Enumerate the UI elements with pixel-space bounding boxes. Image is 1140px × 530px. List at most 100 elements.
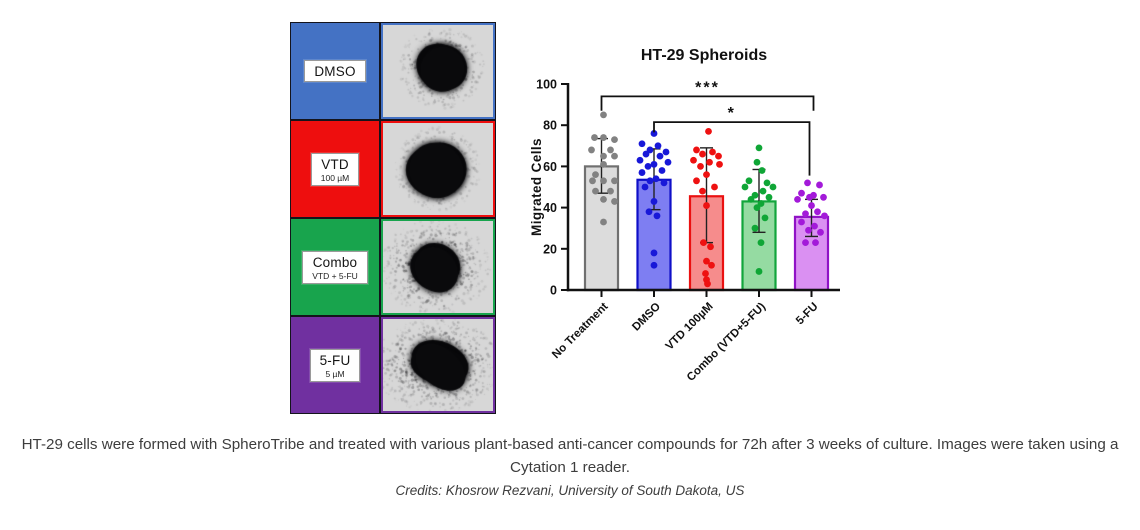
data-point — [802, 210, 809, 218]
x-axis-label: No Treatment — [550, 301, 611, 362]
treatment-label-box: DMSO — [304, 60, 366, 82]
data-point — [806, 193, 813, 201]
treatment-dose: VTD + 5-FU — [312, 270, 358, 281]
data-point — [755, 144, 763, 152]
data-point — [798, 218, 805, 226]
spheroid-image-combo — [380, 218, 496, 316]
treatment-name: 5-FU — [319, 352, 351, 368]
data-point — [753, 158, 761, 166]
treatment-label-box: 5-FU 5 µM — [309, 348, 361, 382]
svg-text:20: 20 — [543, 242, 557, 256]
data-point — [644, 163, 652, 170]
data-point — [664, 158, 672, 166]
data-point — [747, 195, 755, 203]
treatment-label-cell: Combo VTD + 5-FU — [290, 218, 380, 316]
data-point — [702, 270, 709, 277]
data-point — [611, 136, 618, 144]
treatment-image-panel: DMSO VTD 100 µM Combo — [290, 22, 496, 414]
spheroid-photo — [383, 123, 493, 215]
treatment-name: DMSO — [314, 64, 356, 79]
data-point — [716, 160, 723, 168]
data-point — [751, 224, 759, 232]
data-point — [658, 167, 666, 174]
treatment-dose: 100 µM — [320, 172, 350, 183]
data-point — [812, 239, 819, 247]
data-point — [821, 212, 828, 220]
data-point — [611, 152, 618, 160]
data-point — [820, 193, 827, 201]
data-point — [650, 130, 658, 137]
data-point — [600, 177, 607, 185]
data-point — [600, 160, 607, 168]
svg-text:0: 0 — [550, 284, 557, 298]
data-point — [592, 171, 599, 179]
data-point — [805, 226, 812, 234]
data-point — [654, 142, 662, 150]
data-point — [707, 243, 714, 251]
significance-stars: *** — [695, 79, 720, 96]
data-point — [646, 177, 654, 185]
data-point — [641, 183, 649, 191]
spheroid-image-frame — [381, 317, 495, 413]
chart-title: HT-29 Spheroids — [641, 47, 767, 64]
data-point — [650, 160, 658, 168]
caption-area: HT-29 cells were formed with SpheroTribe… — [0, 433, 1140, 498]
data-point — [638, 169, 646, 176]
spheroid-image-frame — [381, 121, 495, 217]
data-point — [704, 280, 711, 288]
data-point — [592, 187, 599, 195]
data-point — [703, 202, 710, 209]
data-point — [711, 183, 718, 191]
data-point — [662, 148, 670, 156]
spheroid-image-frame — [381, 23, 495, 119]
data-point — [642, 150, 650, 158]
data-point — [607, 146, 614, 154]
spheroid-photo — [383, 221, 493, 313]
treatment-label-box: Combo VTD + 5-FU — [302, 250, 368, 284]
y-axis-label: Migrated Cells — [529, 138, 544, 236]
data-point — [759, 187, 767, 195]
data-point — [769, 183, 777, 191]
data-point — [656, 152, 664, 160]
data-point — [600, 152, 607, 160]
data-point — [693, 146, 700, 154]
data-point — [758, 167, 766, 174]
data-point — [690, 156, 697, 164]
treatment-label-box: VTD 100 µM — [310, 152, 360, 186]
data-point — [700, 239, 707, 247]
data-point — [745, 177, 753, 185]
data-point — [705, 127, 712, 135]
data-point — [660, 179, 668, 187]
data-point — [645, 208, 653, 216]
treatment-name: VTD — [321, 156, 349, 172]
data-point — [802, 239, 809, 247]
significance-bracket — [600, 95, 815, 111]
data-point — [650, 198, 658, 205]
data-point — [811, 222, 818, 230]
data-point — [591, 134, 598, 141]
spheroid-image-vtd — [380, 120, 496, 218]
data-point — [600, 195, 607, 203]
x-axis-label: VTD 100µM — [664, 301, 716, 353]
x-axis-label: DMSO — [630, 301, 663, 334]
data-point — [589, 177, 596, 185]
significance-stars: * — [728, 105, 736, 122]
data-point — [715, 152, 722, 160]
data-point — [814, 208, 821, 216]
data-point — [794, 195, 801, 203]
data-point — [808, 202, 815, 209]
data-point — [708, 261, 715, 269]
spheroid-photo — [383, 319, 493, 411]
data-point — [697, 163, 704, 170]
data-point — [753, 204, 761, 212]
data-point — [706, 158, 713, 166]
data-point — [741, 183, 749, 191]
data-point — [588, 146, 595, 154]
data-point — [653, 212, 661, 220]
data-point — [763, 179, 771, 187]
svg-text:60: 60 — [543, 160, 557, 174]
treatment-label-cell: DMSO — [290, 22, 380, 120]
treatment-label-cell: 5-FU 5 µM — [290, 316, 380, 414]
data-point — [703, 257, 710, 265]
data-point — [611, 177, 618, 185]
